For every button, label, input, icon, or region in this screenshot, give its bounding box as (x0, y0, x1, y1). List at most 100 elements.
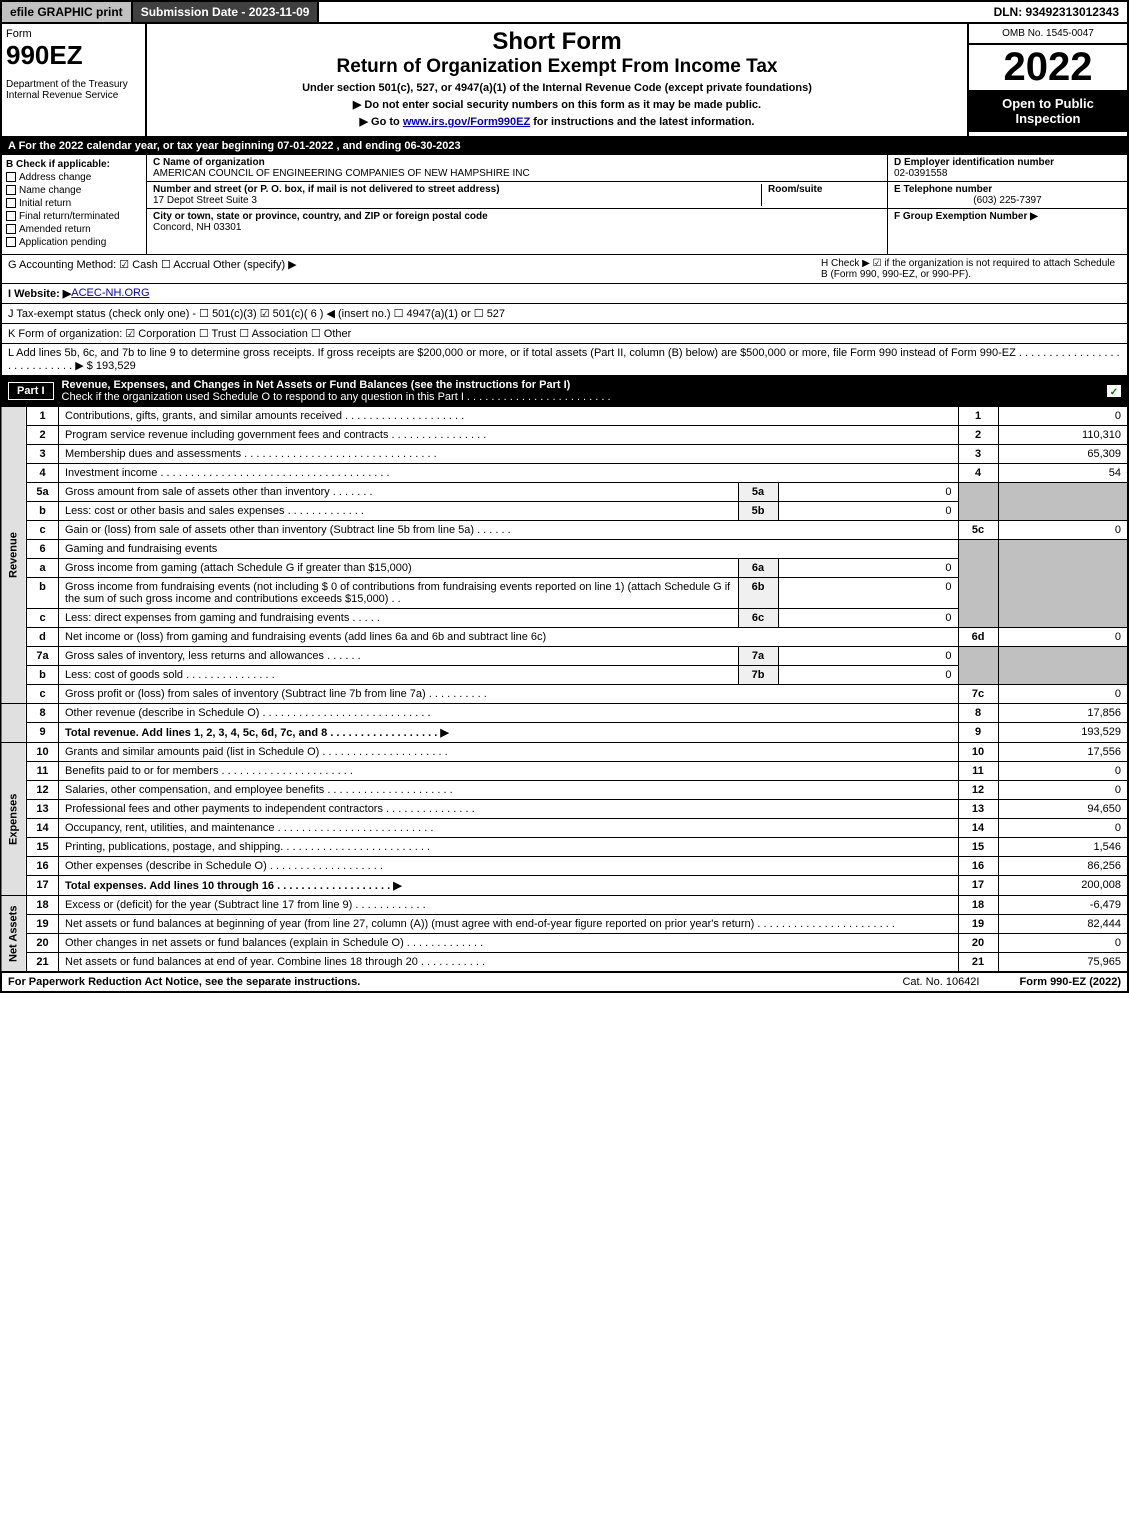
line-7a-num: 7a (27, 647, 59, 666)
line-16-no: 16 (958, 857, 998, 876)
line-4-num: 4 (27, 464, 59, 483)
line-6d-num: d (27, 628, 59, 647)
efile-print-button[interactable]: efile GRAPHIC print (2, 2, 133, 22)
street-label: Number and street (or P. O. box, if mail… (153, 184, 500, 195)
website-link[interactable]: ACEC-NH.ORG (71, 287, 149, 300)
line-3-no: 3 (958, 445, 998, 464)
line-2-desc: Program service revenue including govern… (59, 426, 959, 445)
section-k: K Form of organization: ☑ Corporation ☐ … (0, 324, 1129, 344)
line-18-num: 18 (27, 896, 59, 915)
part-1-title-text: Revenue, Expenses, and Changes in Net As… (62, 379, 571, 391)
line-5c-amount: 0 (998, 521, 1128, 540)
short-form-title: Short Form (151, 28, 963, 56)
footer-right: Form 990-EZ (2022) (1020, 976, 1122, 988)
line-6a-num: a (27, 559, 59, 578)
line-6b-desc: Gross income from fundraising events (no… (59, 578, 739, 609)
line-5a-num: 5a (27, 483, 59, 502)
line-9-amount: 193,529 (998, 723, 1128, 743)
part-1-title: Revenue, Expenses, and Changes in Net As… (62, 379, 1107, 403)
line-19-amount: 82,444 (998, 915, 1128, 934)
line-6c-subval: 0 (778, 609, 958, 628)
section-c: C Name of organization AMERICAN COUNCIL … (147, 155, 887, 254)
irs-link[interactable]: www.irs.gov/Form990EZ (403, 116, 530, 128)
checkbox-name-change[interactable] (6, 185, 16, 195)
street-address: 17 Depot Street Suite 3 (153, 195, 257, 206)
line-19-desc: Net assets or fund balances at beginning… (59, 915, 959, 934)
line-13-amount: 94,650 (998, 800, 1128, 819)
line-10-desc: Grants and similar amounts paid (list in… (59, 743, 959, 762)
line-7b-desc: Less: cost of goods sold . . . . . . . .… (59, 666, 739, 685)
application-pending-label: Application pending (19, 237, 106, 248)
line-21-desc: Net assets or fund balances at end of ye… (59, 953, 959, 972)
footer-left: For Paperwork Reduction Act Notice, see … (8, 976, 902, 988)
line-4-desc: Investment income . . . . . . . . . . . … (59, 464, 959, 483)
section-l: L Add lines 5b, 6c, and 7b to line 9 to … (0, 344, 1129, 376)
line-16-amount: 86,256 (998, 857, 1128, 876)
line-7c-num: c (27, 685, 59, 704)
line-5c-no: 5c (958, 521, 998, 540)
schedule-o-checkbox[interactable] (1107, 385, 1121, 397)
name-change-label: Name change (19, 185, 81, 196)
line-6c-sub: 6c (738, 609, 778, 628)
line-12-no: 12 (958, 781, 998, 800)
line-18-no: 18 (958, 896, 998, 915)
line-12-num: 12 (27, 781, 59, 800)
line-8-no: 8 (958, 704, 998, 723)
return-title: Return of Organization Exempt From Incom… (151, 56, 963, 78)
line-7c-no: 7c (958, 685, 998, 704)
checkbox-amended-return[interactable] (6, 224, 16, 234)
form-number: 990EZ (6, 40, 141, 71)
line-7a-subval: 0 (778, 647, 958, 666)
line-2-amount: 110,310 (998, 426, 1128, 445)
line-16-desc: Other expenses (describe in Schedule O) … (59, 857, 959, 876)
line-11-num: 11 (27, 762, 59, 781)
line-2-num: 2 (27, 426, 59, 445)
line-6b-sub: 6b (738, 578, 778, 609)
line-17-amount: 200,008 (998, 876, 1128, 896)
line-15-desc: Printing, publications, postage, and shi… (59, 838, 959, 857)
ein-label: D Employer identification number (894, 157, 1054, 168)
header-center: Short Form Return of Organization Exempt… (147, 24, 967, 136)
line-12-amount: 0 (998, 781, 1128, 800)
line-6-desc: Gaming and fundraising events (59, 540, 959, 559)
org-name-label: C Name of organization (153, 157, 265, 168)
line-18-amount: -6,479 (998, 896, 1128, 915)
omb-number: OMB No. 1545-0047 (969, 24, 1127, 45)
line-15-no: 15 (958, 838, 998, 857)
line-13-desc: Professional fees and other payments to … (59, 800, 959, 819)
initial-return-label: Initial return (19, 198, 71, 209)
dept: Department of the Treasury Internal Reve… (6, 79, 141, 101)
line-7c-desc: Gross profit or (loss) from sales of inv… (59, 685, 959, 704)
checkbox-initial-return[interactable] (6, 198, 16, 208)
line-7b-sub: 7b (738, 666, 778, 685)
line-5a-subval: 0 (778, 483, 958, 502)
line-6c-num: c (27, 609, 59, 628)
line-7c-amount: 0 (998, 685, 1128, 704)
line-8-amount: 17,856 (998, 704, 1128, 723)
checkbox-application-pending[interactable] (6, 237, 16, 247)
line-17-num: 17 (27, 876, 59, 896)
line-7b-num: b (27, 666, 59, 685)
line-21-amount: 75,965 (998, 953, 1128, 972)
checkbox-address-change[interactable] (6, 172, 16, 182)
section-b-label: B Check if applicable: (6, 159, 142, 170)
line-2-no: 2 (958, 426, 998, 445)
line-13-no: 13 (958, 800, 998, 819)
line-21-no: 21 (958, 953, 998, 972)
section-a: A For the 2022 calendar year, or tax yea… (0, 138, 1129, 155)
inspection-notice: Open to Public Inspection (969, 90, 1127, 132)
org-name: AMERICAN COUNCIL OF ENGINEERING COMPANIE… (153, 168, 530, 179)
line-19-no: 19 (958, 915, 998, 934)
line-5b-subval: 0 (778, 502, 958, 521)
checkbox-final-return[interactable] (6, 211, 16, 221)
line-18-desc: Excess or (deficit) for the year (Subtra… (59, 896, 959, 915)
form-header: Form 990EZ Department of the Treasury In… (0, 24, 1129, 138)
line-8-desc: Other revenue (describe in Schedule O) .… (59, 704, 959, 723)
phone-value: (603) 225-7397 (894, 195, 1121, 206)
line-10-no: 10 (958, 743, 998, 762)
line-14-amount: 0 (998, 819, 1128, 838)
room-label: Room/suite (768, 184, 822, 195)
line-15-amount: 1,546 (998, 838, 1128, 857)
line-6c-desc: Less: direct expenses from gaming and fu… (59, 609, 739, 628)
part-1-label: Part I (8, 382, 54, 400)
